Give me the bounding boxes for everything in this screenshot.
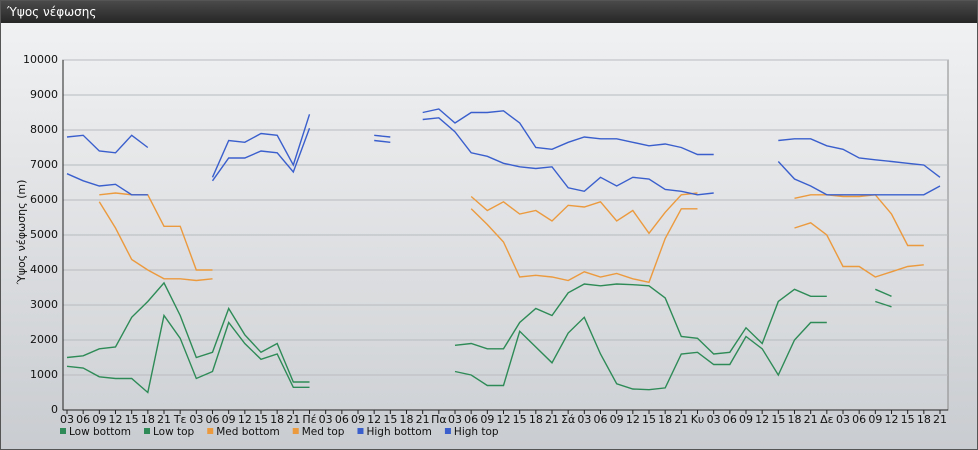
y-tick-label: 3000: [30, 298, 58, 311]
x-tick-label: 03: [836, 413, 850, 426]
series-line: [66, 108, 941, 178]
x-tick-label: 12: [109, 413, 123, 426]
legend-swatch: [144, 428, 150, 434]
title-bar: Ύψος νέφωσης: [1, 1, 977, 23]
x-tick-label: 18: [529, 413, 543, 426]
x-tick-label: Κυ: [691, 413, 705, 426]
x-tick-label: Πα: [431, 413, 447, 426]
x-tick-label: 12: [238, 413, 252, 426]
x-tick-label: 15: [642, 413, 656, 426]
legend: Low bottom Low top Med bottom Med top High b…: [60, 426, 499, 438]
x-tick-label: 03: [189, 413, 203, 426]
x-tick-label: 06: [76, 413, 90, 426]
x-tick-label: 12: [885, 413, 899, 426]
x-tick-label: 12: [755, 413, 769, 426]
x-tick-label: 21: [416, 413, 430, 426]
x-tick-label: 18: [788, 413, 802, 426]
legend-label: Low top: [153, 426, 195, 438]
x-tick-label: 06: [852, 413, 866, 426]
y-tick-label: 9000: [30, 88, 58, 101]
y-axis-title: Ύψος νέφωσης (m): [15, 180, 28, 286]
x-tick-label: 09: [92, 413, 106, 426]
x-tick-label: 18: [917, 413, 931, 426]
y-tick-label: 5000: [30, 228, 58, 241]
legend-label: Med top: [302, 426, 345, 438]
x-tick-label: 21: [545, 413, 559, 426]
y-tick-label: 2000: [30, 333, 58, 346]
legend-swatch: [292, 428, 299, 434]
x-tick-label: 12: [367, 413, 381, 426]
series-line: [66, 281, 892, 383]
series-line: [99, 192, 924, 271]
x-tick-label: 21: [933, 413, 947, 426]
x-tick-label: Τε: [173, 413, 187, 426]
legend-swatch: [207, 428, 214, 434]
x-tick-label: 09: [222, 413, 236, 426]
x-tick-label: 03: [577, 413, 591, 426]
x-tick-label: 12: [497, 413, 511, 426]
x-tick-label: 09: [868, 413, 882, 426]
x-tick-label: 21: [674, 413, 688, 426]
legend-label: Med bottom: [216, 426, 280, 438]
x-tick-label: 06: [464, 413, 478, 426]
y-tick-label: 10000: [23, 53, 58, 66]
x-tick-label: 18: [270, 413, 284, 426]
x-tick-label: Δε: [820, 413, 834, 426]
y-tick-label: 0: [51, 403, 58, 416]
y-tick-label: 8000: [30, 123, 58, 136]
x-tick-label: 21: [804, 413, 818, 426]
x-tick-label: 03: [448, 413, 462, 426]
legend-label: Low bottom: [69, 426, 131, 438]
x-tick-label: 21: [157, 413, 171, 426]
x-tick-label: Σά: [561, 413, 575, 426]
x-tick-label: 06: [723, 413, 737, 426]
x-tick-label: 06: [206, 413, 220, 426]
x-tick-label: 12: [626, 413, 640, 426]
x-tick-label: 15: [125, 413, 139, 426]
legend-label: High top: [454, 426, 499, 438]
x-tick-label: 06: [335, 413, 349, 426]
chart: Ύψος νέφωσης (m) 0 1000 2000 3000 4000 5000 60…: [15, 53, 949, 438]
x-tick-label: 03: [707, 413, 721, 426]
x-tick-label: 18: [141, 413, 155, 426]
x-tick-label: 09: [351, 413, 365, 426]
y-tick-label: 6000: [30, 193, 58, 206]
legend-swatch: [60, 428, 66, 434]
legend-label: High bottom: [366, 426, 431, 438]
x-tick-label: 09: [480, 413, 494, 426]
series-line: [98, 201, 924, 284]
x-tick-label: 18: [658, 413, 672, 426]
x-tick-label: 09: [610, 413, 624, 426]
x-tick-label: 06: [594, 413, 608, 426]
x-tick-label: 15: [901, 413, 915, 426]
x-tick-label: Πέ: [302, 413, 316, 426]
x-tick-label: 15: [771, 413, 785, 426]
x-tick-label: 15: [513, 413, 527, 426]
y-tick-label: 7000: [30, 158, 58, 171]
y-tick-label: 1000: [30, 368, 58, 381]
x-tick-label: 09: [739, 413, 753, 426]
legend-swatch: [444, 428, 451, 434]
series-line: [66, 300, 892, 394]
series-line: [66, 117, 941, 196]
x-tick-label: 15: [383, 413, 397, 426]
x-tick-label: 21: [286, 413, 300, 426]
x-tick-label: 18: [400, 413, 414, 426]
y-tick-label: 4000: [30, 263, 58, 276]
legend-swatch: [357, 428, 364, 434]
x-tick-label: 03: [319, 413, 333, 426]
x-tick-label: 15: [254, 413, 268, 426]
x-tick-label: 03: [60, 413, 74, 426]
